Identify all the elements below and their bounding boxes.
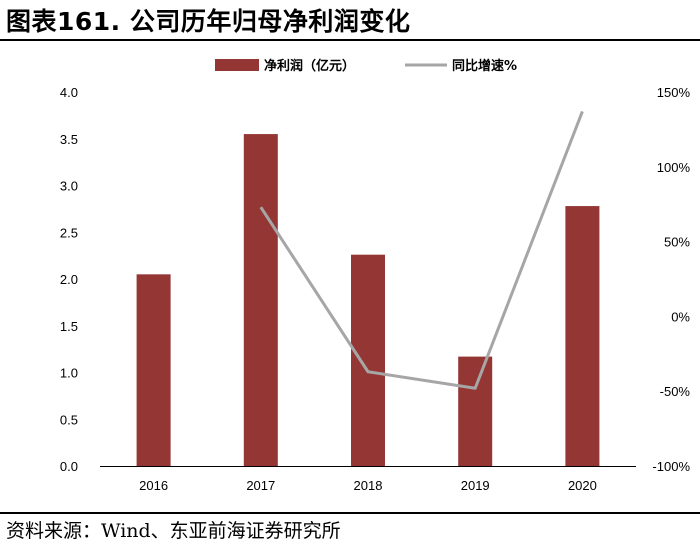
left-axis-tick-label: 2.5: [60, 225, 78, 240]
source-divider: [0, 512, 700, 514]
bar-2017: [243, 134, 278, 466]
bar-2020: [565, 206, 600, 466]
legend-bar-swatch: [215, 59, 259, 71]
x-axis-tick-label: 2020: [568, 478, 597, 493]
left-axis-tick-label: 1.0: [60, 366, 78, 381]
x-axis-tick-label: 2016: [139, 478, 168, 493]
left-axis-tick-label: 1.5: [60, 319, 78, 334]
left-axis-tick-label: 0.0: [60, 459, 78, 474]
x-axis-tick-label: 2017: [246, 478, 275, 493]
growth-rate-line: [259, 110, 584, 390]
x-axis-tick-label: 2018: [354, 478, 383, 493]
left-axis-tick-label: 2.0: [60, 272, 78, 287]
legend-line-label: 同比增速%: [452, 58, 517, 74]
left-axis-tick-label: 4.0: [60, 85, 78, 100]
title-divider: [0, 39, 700, 41]
right-axis-tick-label: 50%: [664, 235, 690, 250]
right-axis-tick-label: 0%: [671, 309, 690, 324]
bar-2018: [351, 254, 385, 466]
right-axis-tick-label: 100%: [657, 160, 691, 175]
left-axis-tick-label: 3.0: [60, 179, 78, 194]
source-note: 资料来源：Wind、东亚前海证券研究所: [6, 520, 341, 542]
bar-2016: [136, 274, 171, 466]
left-axis-tick-label: 3.5: [60, 132, 78, 147]
right-axis-tick-label: 150%: [657, 85, 691, 100]
right-axis-tick-label: -50%: [660, 384, 691, 399]
legend-bar-label: 净利润（亿元）: [264, 58, 355, 74]
right-axis-tick-label: -100%: [652, 459, 690, 474]
bar-2019: [458, 356, 493, 466]
left-axis-tick-label: 0.5: [60, 412, 78, 427]
chart-title: 图表161. 公司历年归母净利润变化: [6, 7, 411, 36]
x-axis-tick-label: 2019: [461, 478, 490, 493]
